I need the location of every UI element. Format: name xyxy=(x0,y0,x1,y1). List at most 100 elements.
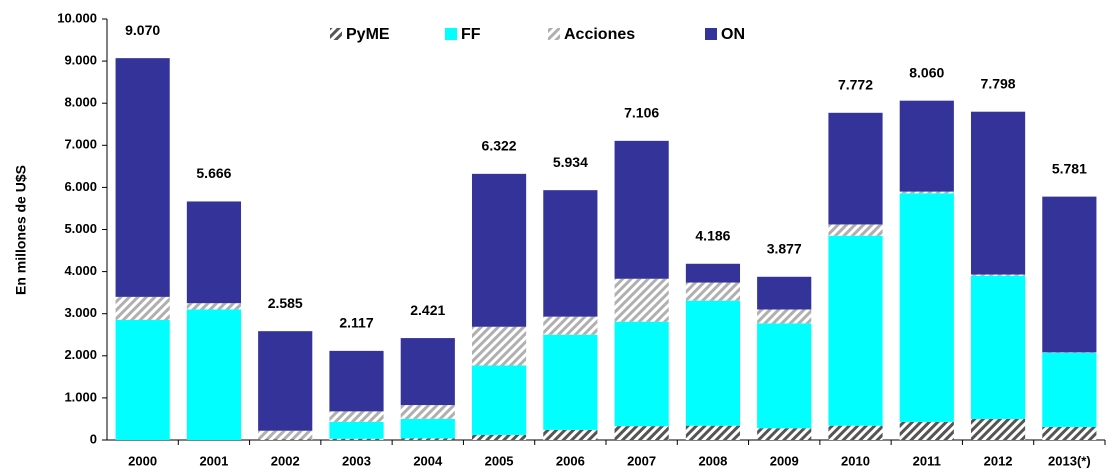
x-tick-label: 2012 xyxy=(984,453,1013,468)
total-label: 6.322 xyxy=(482,138,517,154)
bar-segment xyxy=(970,275,1026,419)
y-tick-label: 4.000 xyxy=(64,263,97,278)
x-tick-label: 2002 xyxy=(271,453,300,468)
total-label: 2.117 xyxy=(339,315,373,331)
total-label: 8.060 xyxy=(909,64,944,80)
legend-label: Acciones xyxy=(564,26,635,43)
bar-segment xyxy=(614,278,669,322)
total-label: 2.421 xyxy=(410,302,445,318)
bar-segment xyxy=(614,426,669,440)
bar-segment xyxy=(757,276,812,310)
total-label: 7.106 xyxy=(624,105,659,121)
total-label: 7.772 xyxy=(838,77,873,93)
total-label: 4.186 xyxy=(695,227,730,243)
legend-label: FF xyxy=(461,26,481,43)
legend-swatch xyxy=(548,28,560,40)
y-tick-label: 7.000 xyxy=(64,137,97,152)
y-tick-label: 8.000 xyxy=(64,95,97,110)
x-tick-label: 2004 xyxy=(413,453,443,468)
bar-segment xyxy=(970,418,1026,440)
bar-segment xyxy=(970,274,1026,276)
total-label: 3.877 xyxy=(767,240,802,256)
bar-segment xyxy=(970,111,1026,275)
bar-segment xyxy=(685,263,741,283)
bar-segment xyxy=(471,326,527,366)
bar-segment xyxy=(471,365,527,435)
bar-segment xyxy=(685,300,741,426)
bar-segment xyxy=(186,201,242,304)
bar-segment xyxy=(828,224,883,236)
x-tick-label: 2007 xyxy=(627,453,656,468)
legend-swatch xyxy=(445,28,457,40)
bar-segment xyxy=(329,438,384,440)
bar-segment xyxy=(471,173,527,327)
y-tick-label: 5.000 xyxy=(64,221,97,236)
bar-segment xyxy=(828,112,883,225)
y-tick-label: 6.000 xyxy=(64,179,97,194)
y-tick-label: 10.000 xyxy=(57,10,97,25)
bar-segment xyxy=(258,331,313,431)
x-tick-label: 2008 xyxy=(698,453,727,468)
bar-segment xyxy=(757,309,812,324)
legend-swatch xyxy=(705,28,717,40)
bar-segment xyxy=(329,411,384,422)
legend-label: PyME xyxy=(346,26,390,43)
y-tick-label: 0 xyxy=(90,431,97,446)
bar-segment xyxy=(1042,352,1097,427)
legend-swatch xyxy=(330,28,342,40)
total-label: 5.781 xyxy=(1052,160,1087,176)
bar-segment xyxy=(757,323,812,429)
bar-segment xyxy=(685,282,741,301)
bar-segment xyxy=(329,421,384,439)
bar-segment xyxy=(828,235,883,426)
y-tick-label: 2.000 xyxy=(64,347,97,362)
bar-segment xyxy=(1042,426,1097,440)
bar-segment xyxy=(757,428,812,440)
total-label: 7.798 xyxy=(981,75,1016,91)
x-tick-label: 2000 xyxy=(128,453,157,468)
y-tick-label: 9.000 xyxy=(64,53,97,68)
total-label: 5.934 xyxy=(553,154,588,170)
x-tick-label: 2010 xyxy=(841,453,870,468)
bar-segment xyxy=(899,193,954,422)
bar-segment xyxy=(186,303,242,310)
bar-segment xyxy=(400,438,455,440)
bar-segment xyxy=(543,334,598,430)
x-tick-label: 2013(*) xyxy=(1048,453,1091,468)
bar-segment xyxy=(614,140,669,279)
bar-segment xyxy=(543,316,598,335)
x-tick-label: 2011 xyxy=(913,453,941,468)
bar-segment xyxy=(186,309,242,440)
bar-segment xyxy=(685,425,741,440)
bar-segment xyxy=(471,434,527,440)
bar-segment xyxy=(400,405,455,419)
bar-segment xyxy=(899,191,954,194)
bar-segment xyxy=(115,296,170,321)
y-tick-label: 3.000 xyxy=(64,305,97,320)
bar-segment xyxy=(543,190,598,317)
x-tick-label: 2009 xyxy=(770,453,799,468)
x-tick-label: 2006 xyxy=(556,453,585,468)
bar-segment xyxy=(258,439,313,440)
bar-segment xyxy=(400,418,455,439)
bar-segment xyxy=(543,429,598,440)
y-tick-label: 1.000 xyxy=(64,389,97,404)
x-tick-label: 2003 xyxy=(342,453,371,468)
total-label: 9.070 xyxy=(125,22,160,38)
y-axis-label: En millones de U$S xyxy=(13,165,29,295)
bar-segment xyxy=(115,320,170,440)
total-label: 2.585 xyxy=(268,295,303,311)
bar-segment xyxy=(614,321,669,427)
total-label: 5.666 xyxy=(196,165,231,181)
legend-label: ON xyxy=(721,26,745,43)
bar-segment xyxy=(329,350,384,412)
x-tick-label: 2005 xyxy=(485,453,514,468)
bar-segment xyxy=(899,100,954,192)
bar-segment xyxy=(828,425,883,440)
bar-segment xyxy=(258,430,313,440)
bar-segment xyxy=(899,421,954,440)
bar-segment xyxy=(400,338,455,406)
x-tick-label: 2001 xyxy=(199,453,228,468)
bar-segment xyxy=(115,58,170,297)
